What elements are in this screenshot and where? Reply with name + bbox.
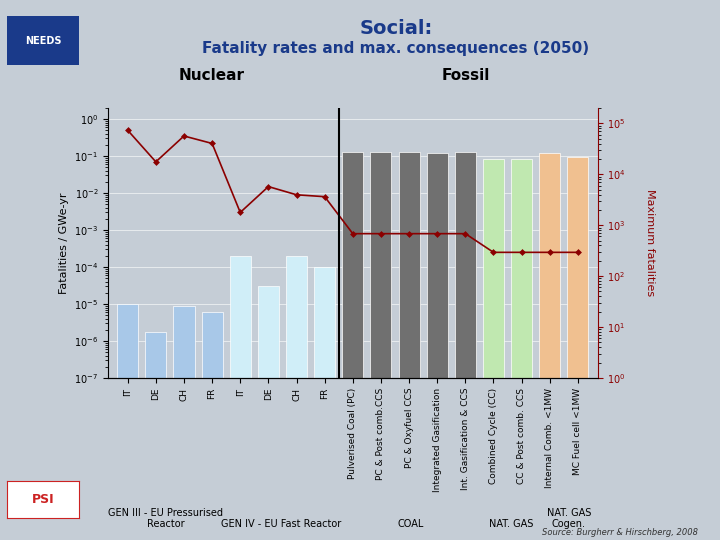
Text: NEEDS: NEEDS	[25, 36, 61, 45]
Text: COAL: COAL	[397, 519, 423, 529]
Text: Source: Burgherr & Hirschberg, 2008: Source: Burgherr & Hirschberg, 2008	[542, 528, 698, 537]
Bar	[399, 152, 420, 540]
Text: Fatality rates and max. consequences (2050): Fatality rates and max. consequences (20…	[202, 40, 590, 56]
Bar	[202, 312, 222, 540]
Bar	[258, 286, 279, 540]
Bar	[342, 152, 364, 540]
Text: Social:: Social:	[359, 19, 433, 38]
Y-axis label: Fatalities / GWe-yr: Fatalities / GWe-yr	[58, 192, 68, 294]
Bar	[483, 159, 504, 540]
Text: NAT. GAS
Cogen.: NAT. GAS Cogen.	[546, 508, 591, 529]
Text: GEN III - EU Pressurised
Reactor: GEN III - EU Pressurised Reactor	[108, 508, 223, 529]
Text: GEN IV - EU Fast Reactor: GEN IV - EU Fast Reactor	[220, 519, 341, 529]
Text: PSI: PSI	[32, 493, 55, 506]
Bar	[511, 159, 532, 540]
Bar	[427, 153, 448, 540]
Text: NAT. GAS: NAT. GAS	[489, 519, 534, 529]
Bar	[455, 152, 476, 540]
Bar	[314, 267, 336, 540]
Text: Nuclear: Nuclear	[179, 68, 245, 83]
Bar	[567, 157, 588, 540]
Bar	[145, 332, 166, 540]
Bar	[286, 256, 307, 540]
Bar	[230, 256, 251, 540]
Bar	[539, 153, 560, 540]
Y-axis label: Maximum fatalities: Maximum fatalities	[645, 190, 655, 296]
Text: Fossil: Fossil	[441, 68, 490, 83]
Bar	[174, 306, 194, 540]
Bar	[117, 304, 138, 540]
Bar	[370, 152, 392, 540]
